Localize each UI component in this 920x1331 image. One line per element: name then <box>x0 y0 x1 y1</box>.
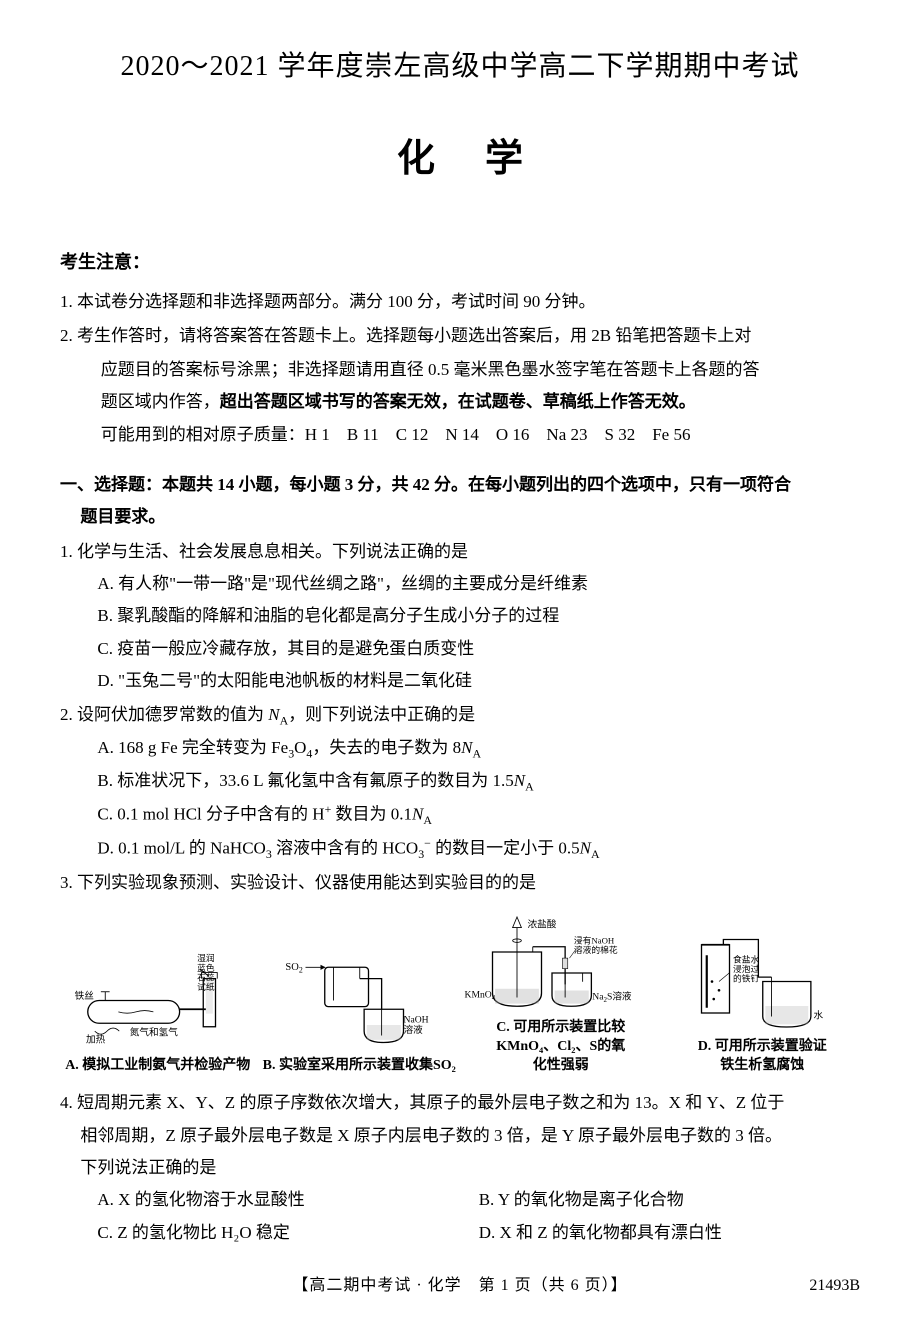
q1-D: D. "玉兔二号"的太阳能电池帆板的材料是二氧化硅 <box>60 665 860 697</box>
q2-C-a: C. 0.1 mol HCl 分子中含有的 H <box>97 805 324 824</box>
q2-C-b: 数目为 0.1 <box>331 805 412 824</box>
q3-cap-A: A. 模拟工业制氨气并检验产物 <box>65 1057 250 1076</box>
q3-cap-D2: 铁生析氢腐蚀 <box>720 1058 804 1073</box>
q2-stem-b: ，则下列说法中正确的是 <box>288 705 475 724</box>
q3-svg-A: 铁丝 加热 湿润 蓝色 石蕊 试纸 氮气和氢气 <box>60 948 256 1053</box>
notice-2c-bold: 超出答题区域书写的答案无效，在试题卷、草稿纸上作答无效。 <box>220 392 696 411</box>
label-naoh: NaOH <box>403 1014 428 1025</box>
label-na2s: Na2S溶液 <box>592 990 632 1004</box>
q4-row1: A. X 的氢化物溶于水显酸性 B. Y 的氧化物是离子化合物 <box>60 1184 860 1216</box>
atomic-masses: 可能用到的相对原子质量：H 1 B 11 C 12 N 14 O 16 Na 2… <box>60 419 860 451</box>
q4-A: A. X 的氢化物溶于水显酸性 <box>97 1184 478 1216</box>
q3-cap-D: D. 可用所示装置验证 铁生析氢腐蚀 <box>698 1038 827 1076</box>
notice-item-2b: 应题目的答案标号涂黑；非选择题请用直径 0.5 毫米黑色墨水签字笔在答题卡上各题… <box>60 354 860 386</box>
label-heat: 加热 <box>86 1033 106 1045</box>
q2-D-b: 溶液中含有的 HCO <box>272 838 418 857</box>
section-1-heading-b: 题目要求。 <box>80 507 165 526</box>
section-1-heading-a: 一、选择题：本题共 14 小题，每小题 3 分，共 42 分。在每小题列出的四个… <box>60 475 791 494</box>
q4-stem-b: 相邻周期，Z 原子最外层电子数是 X 原子内层电子数的 3 倍，是 Y 原子最外… <box>60 1120 860 1152</box>
q1-A: A. 有人称"一带一路"是"现代丝绸之路"，丝绸的主要成分是纤维素 <box>60 568 860 600</box>
q3-diagram-C: 浓盐酸 浸有NaOH 溶液的棉花 KMnO4 Na2S溶液 C. 可用所示装置比… <box>463 910 659 1076</box>
label-iron-wire: 铁丝 <box>75 989 95 1001</box>
q3-diagram-D: 食盐水 浸泡过 的铁钉 水 D. 可用所示装置验证 铁生析氢腐蚀 <box>665 929 861 1076</box>
notice-item-2c: 题区域内作答，超出答题区域书写的答案无效，在试题卷、草稿纸上作答无效。 <box>60 386 860 418</box>
q4-C: C. Z 的氢化物比 H₂O 稳定 <box>97 1217 478 1249</box>
label-so2: SO2 <box>285 961 302 974</box>
q2-B-a: B. 标准状况下，33.6 L 氟化氢中含有氟原子的数目为 1.5 <box>97 771 513 790</box>
label-kmno4: KMnO4 <box>465 989 496 1002</box>
notice-item-1: 1. 本试卷分选择题和非选择题两部分。满分 100 分，考试时间 90 分钟。 <box>60 286 860 318</box>
q4-row2: C. Z 的氢化物比 H₂O 稳定 D. X 和 Z 的氧化物都具有漂白性 <box>60 1217 860 1249</box>
notice-heading: 考生注意： <box>60 245 860 279</box>
q2-A: A. 168 g Fe 完全转变为 Fe3O4，失去的电子数为 8NA <box>60 732 860 765</box>
footer-main: 【高二期中考试 · 化学 第 1 页（共 6 页）】 <box>292 1277 627 1294</box>
q3-diagram-B: SO2 NaOH 溶液 B. 实验室采用所示装置收集SO₂ <box>262 948 458 1076</box>
q3-cap-B: B. 实验室采用所示装置收集SO₂ <box>263 1057 456 1076</box>
subject-title: 化学 <box>60 123 860 195</box>
q3-svg-B: SO2 NaOH 溶液 <box>262 948 458 1053</box>
q1-C: C. 疫苗一般应冷藏存放，其目的是避免蛋白质变性 <box>60 633 860 665</box>
label-naoh2: 溶液 <box>403 1023 423 1035</box>
q2-A-b: ，失去的电子数为 8 <box>312 738 461 757</box>
notice-2c-plain: 题区域内作答， <box>101 392 220 411</box>
q1-stem: 1. 化学与生活、社会发展息息相关。下列说法正确的是 <box>60 536 860 568</box>
notice-item-2a: 2. 考生作答时，请将答案答在答题卡上。选择题每小题选出答案后，用 2B 铅笔把… <box>60 320 860 352</box>
q2-A-a: A. 168 g Fe 完全转变为 Fe <box>97 738 288 757</box>
q3-cap-C2: KMnO₄、Cl₂、S的氧 <box>496 1039 625 1054</box>
label-hcl: 浓盐酸 <box>528 918 557 930</box>
footer-code: 21493B <box>809 1271 860 1301</box>
label-water: 水 <box>813 1009 823 1021</box>
q2-D: D. 0.1 mol/L 的 NaHCO3 溶液中含有的 HCO3− 的数目一定… <box>60 832 860 866</box>
q2-stem-a: 2. 设阿伏加德罗常数的值为 <box>60 705 268 724</box>
exam-title: 2020～2021 学年度崇左高级中学高二下学期期中考试 <box>60 40 860 93</box>
label-gas: 氮气和氢气 <box>130 1026 178 1038</box>
q4-stem-a: 4. 短周期元素 X、Y、Z 的原子序数依次增大，其原子的最外层电子数之和为 1… <box>60 1087 860 1119</box>
q2-stem: 2. 设阿伏加德罗常数的值为 NA，则下列说法中正确的是 <box>60 699 860 732</box>
page-footer: 【高二期中考试 · 化学 第 1 页（共 6 页）】 21493B <box>60 1271 860 1301</box>
q3-cap-C1: C. 可用所示装置比较 <box>496 1020 625 1035</box>
q3-cap-D1: D. 可用所示装置验证 <box>698 1039 827 1054</box>
q4-stem-c: 下列说法正确的是 <box>60 1152 860 1184</box>
section-1-heading: 一、选择题：本题共 14 小题，每小题 3 分，共 42 分。在每小题列出的四个… <box>60 469 860 534</box>
q1-B: B. 聚乳酸酯的降解和油脂的皂化都是高分子生成小分子的过程 <box>60 600 860 632</box>
q2-C: C. 0.1 mol HCl 分子中含有的 H+ 数目为 0.1NA <box>60 798 860 832</box>
q3-cap-C: C. 可用所示装置比较 KMnO₄、Cl₂、S的氧 化性强弱 <box>496 1019 625 1076</box>
q3-stem: 3. 下列实验现象预测、实验设计、仪器使用能达到实验目的的是 <box>60 867 860 899</box>
label-litmus: 湿润 蓝色 石蕊 试纸 <box>197 952 217 992</box>
q2-D-c: 的数目一定小于 0.5 <box>431 838 580 857</box>
q3-svg-C: 浓盐酸 浸有NaOH 溶液的棉花 KMnO4 Na2S溶液 <box>463 910 659 1015</box>
label-cotton: 浸有NaOH 溶液的棉花 <box>574 934 618 955</box>
label-nails: 食盐水 浸泡过 的铁钉 <box>733 953 761 983</box>
q4-D: D. X 和 Z 的氧化物都具有漂白性 <box>479 1217 860 1249</box>
q3-diagram-A: 铁丝 加热 湿润 蓝色 石蕊 试纸 氮气和氢气 A. 模拟工业制氨气并检验产物 <box>60 948 256 1076</box>
q2-B: B. 标准状况下，33.6 L 氟化氢中含有氟原子的数目为 1.5NA <box>60 765 860 798</box>
q2-D-a: D. 0.1 mol/L 的 NaHCO <box>97 838 265 857</box>
q4-B: B. Y 的氧化物是离子化合物 <box>479 1184 860 1216</box>
q3-diagrams: 铁丝 加热 湿润 蓝色 石蕊 试纸 氮气和氢气 A. 模拟工业制氨气并检验产物 … <box>60 910 860 1076</box>
q3-cap-C3: 化性强弱 <box>533 1058 589 1073</box>
q3-svg-D: 食盐水 浸泡过 的铁钉 水 <box>665 929 861 1034</box>
